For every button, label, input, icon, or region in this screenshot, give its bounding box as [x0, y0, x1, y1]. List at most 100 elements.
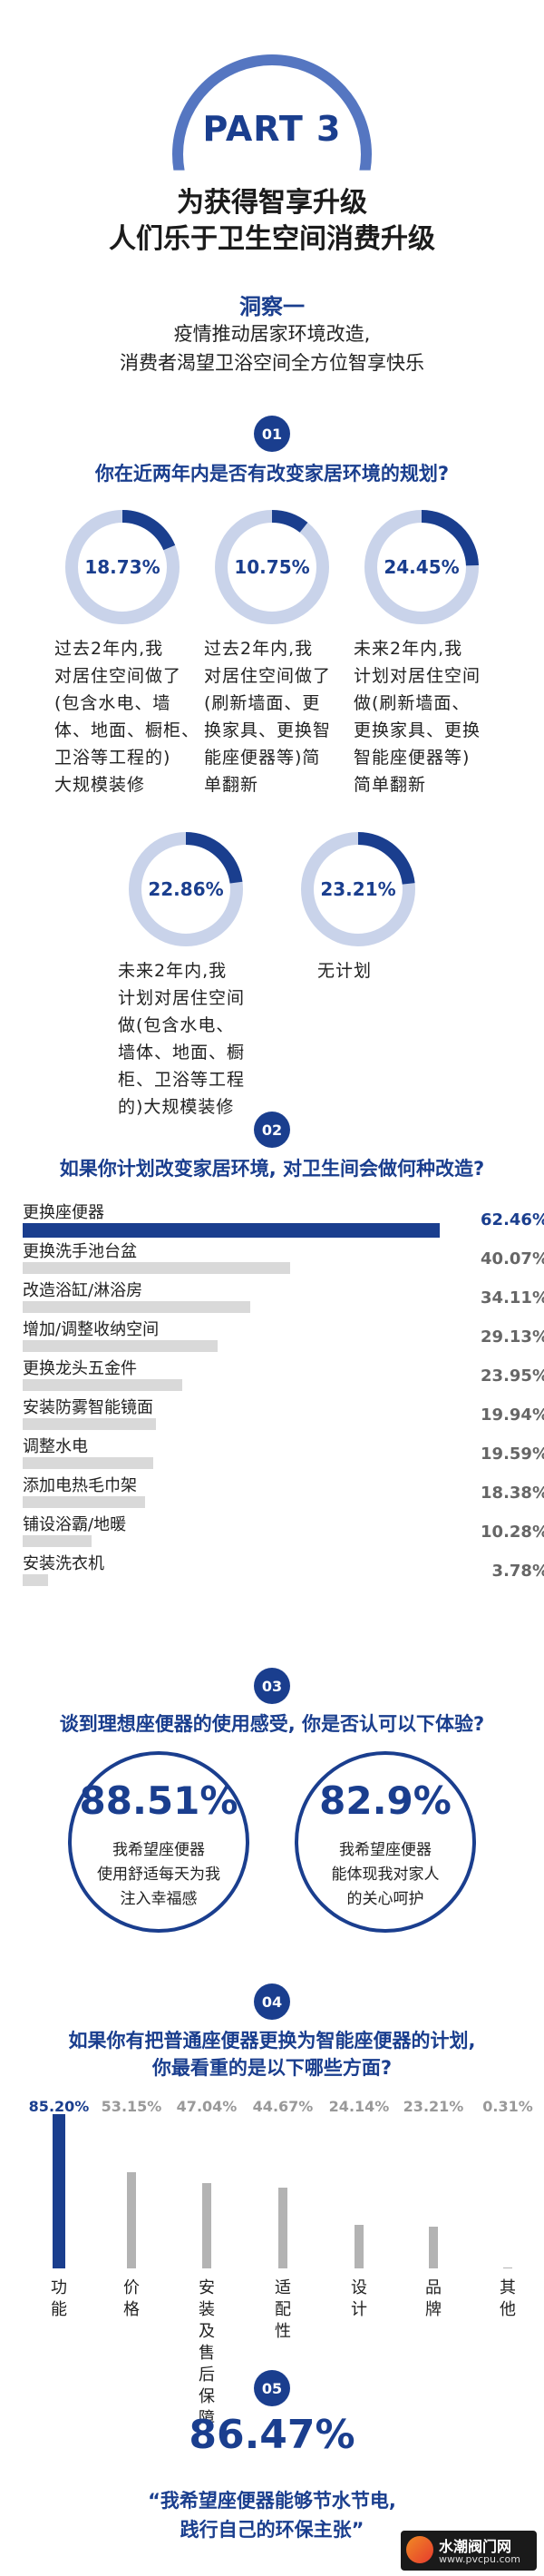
ring-description-line: (包含水电、墙 [54, 693, 171, 713]
experience-description-line: 我希望座便器 [112, 1841, 205, 1859]
experience-percent: 82.9% [319, 1778, 452, 1823]
vbar-value-label: 85.20% [28, 2098, 90, 2115]
ring-chart: 22.86% [127, 830, 245, 948]
experience-description-line: 的关心呵护 [346, 1890, 424, 1908]
vbar-value-label: 47.04% [176, 2098, 238, 2115]
watermark-text: 水潮阀门网 [439, 2538, 512, 2555]
ring-description-line: 做(包含水电、 [118, 1015, 235, 1035]
hbar-value-label: 62.46% [481, 1210, 544, 1229]
ring-description-line: 柜、卫浴等工程 [118, 1070, 246, 1090]
hbar-value-label: 10.28% [481, 1523, 544, 1542]
ring-svg [364, 510, 479, 624]
hbar-bar [23, 1301, 251, 1313]
section-05-quote-line-1: “我希望座便器能够节水节电, [148, 2490, 396, 2512]
section-04-badge: 04 [254, 1983, 290, 2020]
ring-value-arc [129, 832, 243, 946]
hbar-category-label: 铺设浴霸/地暖 [23, 1515, 127, 1534]
ring-percent: 18.73% [84, 556, 160, 578]
section-05-quote-line-2: 践行自己的环保主张” [180, 2519, 364, 2541]
hbar-value-label: 23.95% [481, 1366, 544, 1386]
section-01-question: 你在近两年内是否有改变家居环境的规划? [94, 463, 450, 485]
ring-svg [301, 832, 415, 946]
ring-description-line: 未来2年内,我 [118, 961, 228, 981]
ring-percent: 10.75% [234, 556, 310, 578]
hbar-bar [23, 1379, 183, 1391]
hbar-value-label: 3.78% [491, 1562, 544, 1581]
ring-description-line: 无计划 [317, 961, 373, 981]
ring-description: 过去2年内,我 对居住空间做了 (包含水电、墙体、地面、橱柜、 卫浴等工程的) 大规模装… [54, 635, 199, 798]
ring-svg [129, 832, 243, 946]
experience-description: 我希望座便器 能体现我对家人 的关心呵护 [298, 1838, 472, 1912]
ring-description-line: 简单翻新 [354, 775, 427, 795]
brand-logo-icon [406, 2536, 433, 2563]
ring-chart: 18.73% [63, 508, 181, 626]
ring-description-line: 智能座便器等) [354, 748, 471, 768]
hbar-value-label: 19.94% [481, 1406, 544, 1425]
ring-description-line: 换家具、更换智 [204, 720, 332, 740]
ring-description-line: 体、地面、橱柜、 [54, 720, 200, 740]
title-line-1: 为获得智享升级 [177, 187, 367, 219]
hbar-category-label: 更换座便器 [23, 1203, 104, 1222]
vbar-value-label: 24.14% [328, 2098, 390, 2115]
vbar-category-label: 品牌 [425, 2278, 442, 2319]
ring-description: 未来2年内,我 计划对居住空间 做(包含水电、 墙体、地面、橱 柜、卫浴等工程 的)大规模… [118, 957, 263, 1121]
hbar-category-label: 添加电热毛巾架 [23, 1476, 137, 1495]
section-04-question-line-1: 如果你有把普通座便器更换为智能座便器的计划, [68, 2030, 476, 2052]
ring-description-line: 更换家具、更换 [354, 720, 481, 740]
hbar-value-label: 19.59% [481, 1445, 544, 1464]
hbar-bar [23, 1262, 291, 1274]
ring-description-line: 对居住空间做了 [54, 666, 182, 686]
vbar-bar [429, 2226, 438, 2268]
experience-description-line: 注入幸福感 [120, 1890, 198, 1908]
vbar-bar [127, 2171, 136, 2268]
hbar-bar [23, 1223, 440, 1238]
ring-description: 过去2年内,我 对居住空间做了 (刷新墙面、更 换家具、更换智 能座便器等)简 单翻新 [204, 635, 349, 798]
ring-chart: 24.45% [363, 508, 481, 626]
hbar-category-label: 更换洗手池台盆 [23, 1242, 137, 1261]
experience-circle: 82.9% 我希望座便器 能体现我对家人 的关心呵护 [295, 1751, 476, 1933]
site-watermark-logo: 水潮阀门网 www.pvcpu.com [401, 2531, 537, 2571]
ring-description-line: 过去2年内,我 [54, 639, 164, 659]
ring-chart: 23.21% [299, 830, 417, 948]
hbar-bar [23, 1535, 92, 1547]
section-01-badge: 01 [254, 416, 290, 452]
vbar-bar [202, 2183, 211, 2268]
vbar-bar [53, 2114, 65, 2268]
vbar-value-label: 0.31% [482, 2098, 533, 2115]
ring-description-line: 的)大规模装修 [118, 1097, 235, 1117]
vbar-value-label: 23.21% [403, 2098, 464, 2115]
vbar-category-label: 设计 [351, 2278, 367, 2319]
vbar-category-label: 其他 [500, 2278, 516, 2319]
ring-description-line: 卫浴等工程的) [54, 748, 171, 768]
ring-description-line: 大规模装修 [54, 775, 146, 795]
ring-description-line: (刷新墙面、更 [204, 693, 321, 713]
ring-svg [215, 510, 329, 624]
hbar-bar [23, 1574, 48, 1586]
experience-description-line: 使用舒适每天为我 [97, 1866, 220, 1884]
section-05-badge: 05 [254, 2370, 290, 2406]
ring-value-arc [65, 510, 180, 624]
ring-description-line: 计划对居住空间 [118, 988, 246, 1008]
ring-description-line: 做(刷新墙面、 [354, 693, 471, 713]
ring-percent: 23.21% [320, 878, 396, 900]
vbar-category-label: 价格 [123, 2278, 140, 2319]
ring-description: 无计划 [317, 957, 462, 984]
ring-svg [65, 510, 180, 624]
hbar-category-label: 安装防雾智能镜面 [23, 1398, 153, 1417]
section-05-value: 86.47% [189, 2412, 355, 2458]
part-label: PART 3 [202, 109, 342, 149]
ring-value-arc [215, 510, 329, 624]
ring-description-line: 能座便器等)简 [204, 748, 321, 768]
experience-percent: 88.51% [79, 1778, 238, 1823]
hbar-category-label: 改造浴缸/淋浴房 [23, 1281, 143, 1300]
ring-description: 未来2年内,我 计划对居住空间 做(刷新墙面、 更换家具、更换 智能座便器等) 简单翻新 [354, 635, 499, 798]
ring-value-arc [364, 510, 479, 624]
experience-circle: 88.51% 我希望座便器 使用舒适每天为我 注入幸福感 [68, 1751, 249, 1933]
hbar-value-label: 29.13% [481, 1327, 544, 1347]
experience-description-line: 我希望座便器 [339, 1841, 432, 1859]
vbar-bar [503, 2267, 512, 2268]
vbar-category-label: 安装及售后保障 [199, 2278, 215, 2428]
section-04-question-line-2: 你最看重的是以下哪些方面? [151, 2057, 393, 2079]
ring-percent: 24.45% [384, 556, 460, 578]
hbar-bar [23, 1418, 156, 1430]
